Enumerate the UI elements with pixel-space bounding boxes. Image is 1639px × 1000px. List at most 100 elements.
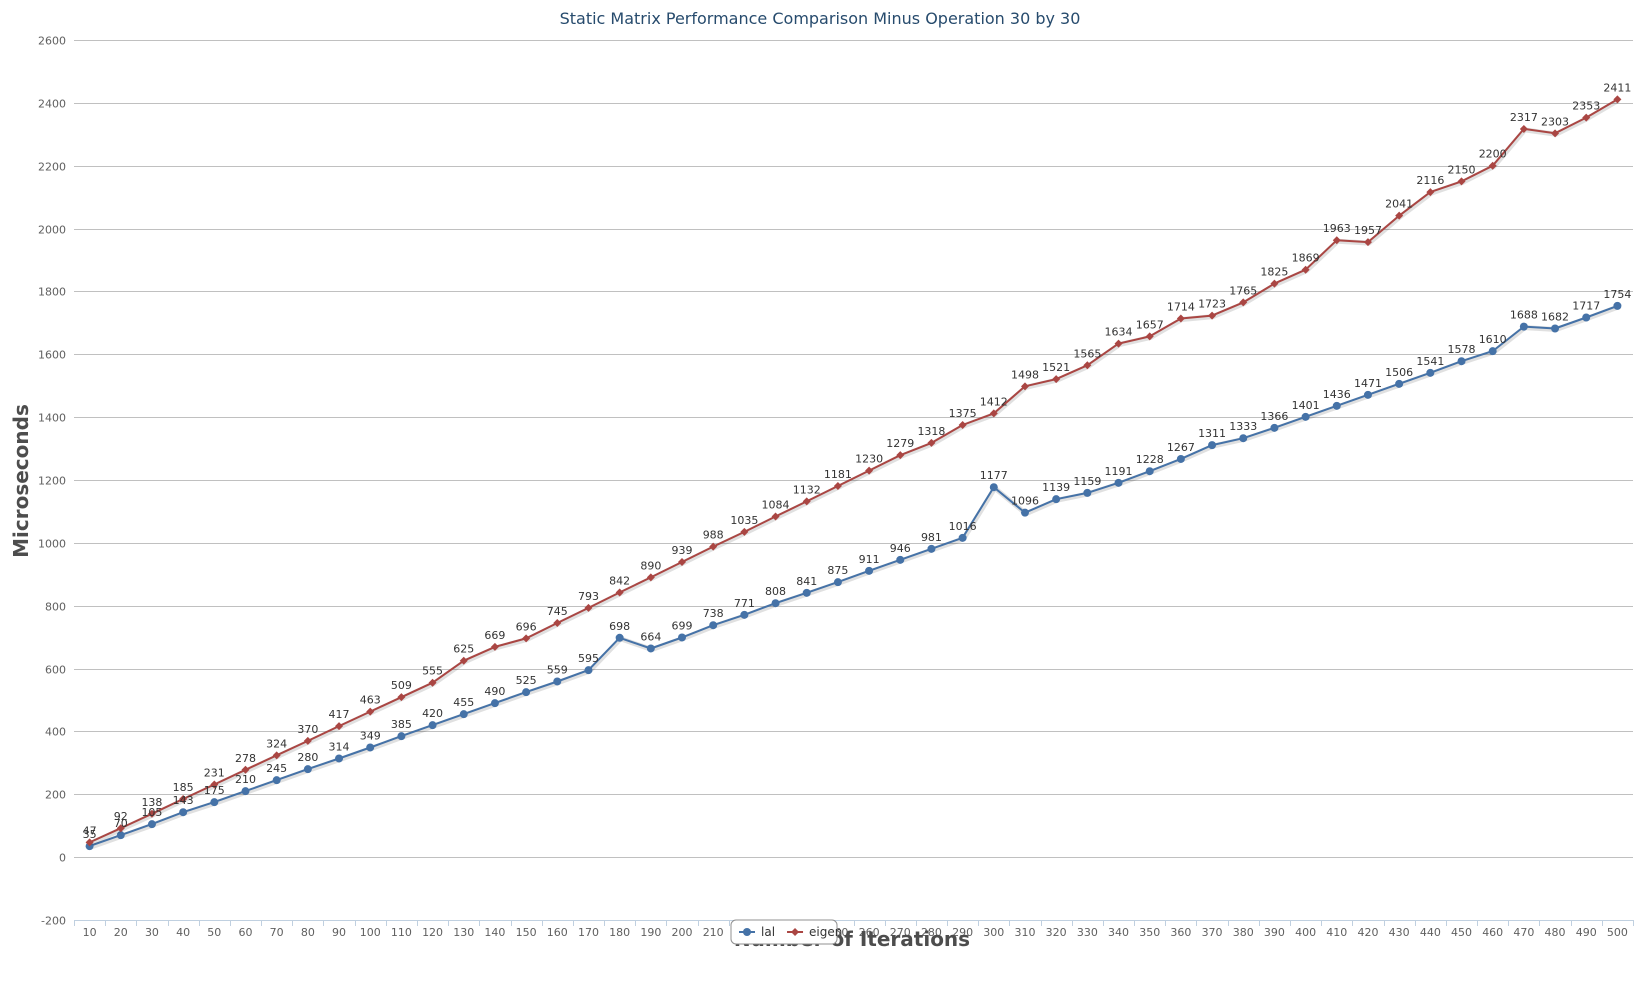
x-tick-label: 200 bbox=[672, 926, 693, 939]
data-label-lal: 245 bbox=[266, 762, 287, 775]
y-tick-label: 2400 bbox=[38, 98, 66, 111]
data-label-lal: 808 bbox=[765, 585, 786, 598]
x-tick-label: 60 bbox=[238, 926, 252, 939]
x-tick-label: 430 bbox=[1389, 926, 1410, 939]
data-label-eigen: 1963 bbox=[1323, 222, 1351, 235]
data-point-eigen bbox=[584, 603, 593, 612]
data-label-lal: 1139 bbox=[1042, 481, 1070, 494]
data-point-eigen bbox=[771, 512, 780, 521]
legend-item-lal[interactable]: lal bbox=[761, 925, 775, 939]
data-point-lal bbox=[646, 644, 655, 653]
data-label-eigen: 625 bbox=[453, 643, 474, 656]
x-tick-label: 370 bbox=[1202, 926, 1223, 939]
data-point-eigen bbox=[1176, 314, 1185, 323]
x-tick-label: 320 bbox=[1046, 926, 1067, 939]
data-point-lal bbox=[1301, 412, 1310, 421]
data-point-eigen bbox=[1332, 236, 1341, 245]
x-tick-label: 290 bbox=[952, 926, 973, 939]
data-point-eigen bbox=[1426, 188, 1435, 197]
x-tick-label: 90 bbox=[332, 926, 346, 939]
data-point-eigen bbox=[553, 619, 562, 627]
data-label-eigen: 1869 bbox=[1292, 252, 1320, 265]
data-label-lal: 1333 bbox=[1229, 420, 1257, 433]
data-point-eigen bbox=[740, 527, 749, 536]
x-tick-label: 120 bbox=[422, 926, 443, 939]
x-tick-label: 470 bbox=[1513, 926, 1534, 939]
x-tick-label: 190 bbox=[640, 926, 661, 939]
data-point-lal bbox=[459, 710, 468, 719]
series-line-lal bbox=[89, 304, 1618, 848]
data-point-eigen bbox=[1395, 211, 1404, 220]
data-label-lal: 1717 bbox=[1572, 300, 1600, 313]
data-label-lal: 841 bbox=[796, 575, 817, 588]
data-label-eigen: 2317 bbox=[1510, 111, 1538, 124]
y-tick-label: -200 bbox=[41, 915, 66, 928]
data-label-eigen: 1714 bbox=[1167, 300, 1195, 313]
data-point-eigen bbox=[522, 634, 531, 643]
data-label-lal: 1541 bbox=[1416, 355, 1444, 368]
data-point-eigen bbox=[615, 588, 624, 597]
data-label-eigen: 1132 bbox=[793, 483, 821, 496]
data-label-lal: 738 bbox=[703, 607, 724, 620]
data-point-lal bbox=[1551, 324, 1560, 333]
data-label-lal: 1610 bbox=[1479, 333, 1507, 346]
data-label-lal: 946 bbox=[890, 542, 911, 555]
data-label-eigen: 231 bbox=[204, 767, 225, 780]
y-tick-label: 600 bbox=[45, 664, 66, 677]
data-point-eigen bbox=[179, 795, 188, 803]
data-point-eigen bbox=[1020, 382, 1029, 391]
data-label-lal: 314 bbox=[329, 740, 350, 753]
data-label-lal: 981 bbox=[921, 531, 942, 544]
data-label-eigen: 793 bbox=[578, 590, 599, 603]
x-tick-label: 390 bbox=[1264, 926, 1285, 939]
data-point-eigen bbox=[1613, 95, 1622, 104]
data-point-eigen bbox=[366, 707, 375, 716]
data-point-eigen bbox=[958, 421, 967, 429]
data-label-eigen: 669 bbox=[484, 629, 505, 642]
data-point-eigen bbox=[1457, 177, 1466, 186]
x-tick-label: 330 bbox=[1077, 926, 1098, 939]
data-label-lal: 1688 bbox=[1510, 309, 1538, 322]
x-tick-label: 310 bbox=[1014, 926, 1035, 939]
y-tick-label: 1200 bbox=[38, 475, 66, 488]
data-label-eigen: 2200 bbox=[1479, 148, 1507, 161]
data-label-eigen: 1412 bbox=[980, 395, 1008, 408]
data-point-eigen bbox=[1488, 161, 1497, 170]
data-label-eigen: 1498 bbox=[1011, 368, 1039, 381]
data-label-eigen: 92 bbox=[114, 810, 128, 823]
data-label-eigen: 1634 bbox=[1105, 326, 1133, 339]
data-label-eigen: 509 bbox=[391, 679, 412, 692]
data-point-eigen bbox=[1239, 298, 1248, 307]
y-tick-label: 1000 bbox=[38, 538, 66, 551]
data-label-lal: 105 bbox=[141, 806, 162, 819]
legend-item-eigen[interactable]: eigen bbox=[809, 925, 842, 939]
data-label-eigen: 324 bbox=[266, 737, 287, 750]
x-tick-label: 420 bbox=[1357, 926, 1378, 939]
data-point-eigen bbox=[210, 780, 219, 789]
data-point-lal bbox=[366, 743, 375, 752]
data-point-eigen bbox=[241, 765, 250, 774]
data-point-eigen bbox=[1519, 124, 1528, 133]
data-label-lal: 35 bbox=[83, 828, 97, 841]
data-point-lal bbox=[1239, 434, 1248, 443]
legend-marker-eigen bbox=[791, 928, 800, 936]
data-label-lal: 210 bbox=[235, 773, 256, 786]
x-tick-label: 360 bbox=[1170, 926, 1191, 939]
data-label-lal: 911 bbox=[859, 553, 880, 566]
data-label-lal: 455 bbox=[453, 696, 474, 709]
data-label-lal: 1267 bbox=[1167, 441, 1195, 454]
data-point-lal bbox=[303, 765, 312, 774]
data-label-eigen: 745 bbox=[547, 605, 568, 618]
x-tick-label: 160 bbox=[547, 926, 568, 939]
data-label-lal: 525 bbox=[516, 674, 537, 687]
x-tick-label: 410 bbox=[1326, 926, 1347, 939]
data-label-lal: 1401 bbox=[1292, 399, 1320, 412]
data-point-lal bbox=[1582, 313, 1591, 322]
x-tick-label: 100 bbox=[360, 926, 381, 939]
x-tick-label: 440 bbox=[1420, 926, 1441, 939]
data-point-lal bbox=[802, 588, 811, 597]
x-tick-label: 460 bbox=[1482, 926, 1503, 939]
data-point-eigen bbox=[303, 736, 312, 745]
series-shadow-lal bbox=[89, 304, 1620, 850]
x-tick-label: 400 bbox=[1295, 926, 1316, 939]
